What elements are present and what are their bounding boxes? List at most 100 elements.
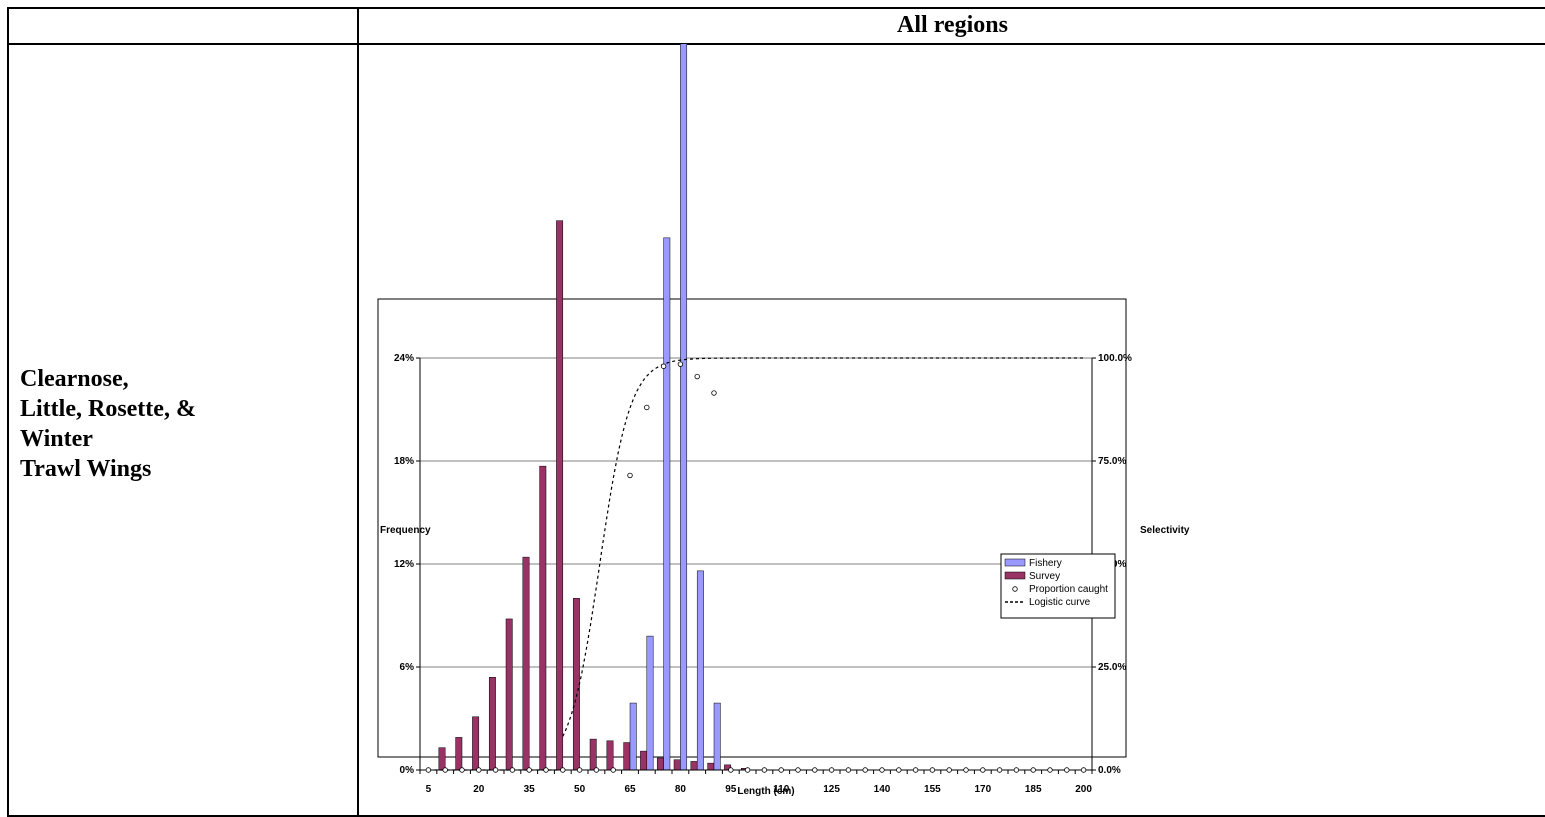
proportion-point — [660, 363, 667, 369]
proportion-point — [593, 767, 600, 773]
table-left-border — [7, 7, 9, 817]
fishery-bar — [680, 44, 688, 771]
proportion-point — [812, 767, 818, 773]
proportion-point — [476, 767, 482, 773]
y2-tick-label: 75.0% — [1098, 456, 1126, 467]
x-tick-label: 140 — [874, 784, 891, 795]
legend-label: Fishery — [1029, 558, 1062, 569]
survey-bar — [707, 762, 715, 771]
table-header-divider — [7, 43, 1545, 45]
species-label: Clearnose, Little, Rosette, & Winter Tra… — [20, 366, 196, 482]
survey-bar — [522, 556, 530, 771]
survey-bar — [656, 757, 664, 771]
x-axis-title: Length (cm) — [737, 786, 794, 797]
fishery-bar — [696, 570, 704, 771]
proportion-point — [896, 767, 902, 773]
proportion-point — [492, 767, 499, 773]
proportion-point — [980, 767, 986, 773]
y-axis-title: Frequency — [380, 525, 431, 536]
proportion-point — [761, 767, 768, 773]
proportion-point — [845, 767, 852, 773]
x-tick-label: 80 — [675, 784, 687, 795]
table-bottom-border — [7, 815, 1545, 817]
proportion-point — [996, 767, 1003, 773]
survey-bar — [640, 750, 648, 771]
legend-swatch-fishery — [1004, 558, 1026, 567]
fishery-bar — [646, 635, 654, 771]
x-tick-label: 200 — [1075, 784, 1092, 795]
x-tick-label: 170 — [974, 784, 991, 795]
survey-bar — [556, 220, 564, 771]
proportion-point — [929, 767, 936, 773]
proportion-point — [728, 767, 734, 773]
fishery-bar — [663, 237, 671, 771]
proportion-point — [862, 767, 868, 773]
y-tick-label: 6% — [400, 662, 415, 673]
survey-bar — [606, 740, 614, 771]
proportion-point — [694, 373, 700, 380]
proportion-point — [778, 767, 784, 773]
proportion-point — [442, 767, 448, 773]
proportion-point — [1080, 767, 1087, 773]
proportion-point — [1013, 767, 1020, 773]
y2-tick-label: 25.0% — [1098, 662, 1126, 673]
survey-bar — [690, 761, 698, 771]
proportion-point — [543, 767, 549, 773]
region-header: All regions — [897, 12, 1008, 38]
survey-bar — [539, 465, 547, 771]
y-tick-label: 18% — [394, 456, 414, 467]
x-tick-label: 5 — [426, 784, 432, 795]
survey-bar — [572, 598, 580, 771]
fishery-bar — [713, 702, 721, 771]
x-tick-label: 110 — [773, 784, 790, 795]
proportion-point — [610, 767, 616, 773]
x-tick-label: 125 — [823, 784, 840, 795]
table-column-divider — [357, 7, 359, 817]
y2-tick-label: 100.0% — [1098, 353, 1132, 364]
proportion-point — [946, 767, 952, 773]
length-frequency-chart: 0%6%12%18%24%0.0%25.0%50.0%75.0%100.0%52… — [377, 44, 1190, 797]
survey-bar — [455, 737, 463, 771]
x-tick-label: 20 — [473, 784, 485, 795]
chart-area — [377, 298, 1127, 758]
table-top-border — [7, 7, 1545, 9]
survey-bar — [623, 742, 631, 771]
legend-swatch-proportion — [1012, 586, 1018, 592]
x-tick-label: 155 — [924, 784, 941, 795]
proportion-point — [1030, 767, 1036, 773]
proportion-point — [795, 767, 801, 773]
y2-axis-title: Selectivity — [1140, 525, 1190, 536]
survey-bar — [589, 738, 597, 771]
legend-label: Logistic curve — [1029, 597, 1091, 608]
survey-bar — [472, 716, 480, 771]
proportion-point — [627, 472, 633, 479]
survey-bar — [438, 747, 446, 771]
proportion-point — [425, 767, 432, 773]
proportion-point — [1047, 767, 1053, 773]
proportion-point — [1064, 767, 1070, 773]
y-tick-label: 0% — [400, 765, 415, 776]
logistic-curve — [562, 357, 1084, 737]
proportion-point — [963, 767, 969, 773]
proportion-point — [560, 767, 566, 773]
y-tick-label: 24% — [394, 353, 414, 364]
x-tick-label: 35 — [524, 784, 536, 795]
survey-bar — [505, 618, 513, 771]
proportion-point — [879, 767, 885, 773]
proportion-point — [744, 767, 751, 773]
proportion-point — [459, 767, 465, 773]
proportion-point — [509, 767, 516, 773]
legend-label: Survey — [1029, 571, 1060, 582]
proportion-point — [828, 767, 835, 773]
survey-bar — [673, 759, 681, 771]
y2-tick-label: 0.0% — [1098, 765, 1121, 776]
fishery-bar — [629, 702, 637, 771]
proportion-point — [912, 767, 919, 773]
x-tick-label: 185 — [1025, 784, 1042, 795]
legend-label: Proportion caught — [1029, 584, 1108, 595]
x-tick-label: 50 — [574, 784, 586, 795]
proportion-point — [526, 767, 532, 773]
proportion-point — [644, 404, 650, 411]
proportion-point — [677, 361, 684, 367]
y-tick-label: 12% — [394, 559, 414, 570]
